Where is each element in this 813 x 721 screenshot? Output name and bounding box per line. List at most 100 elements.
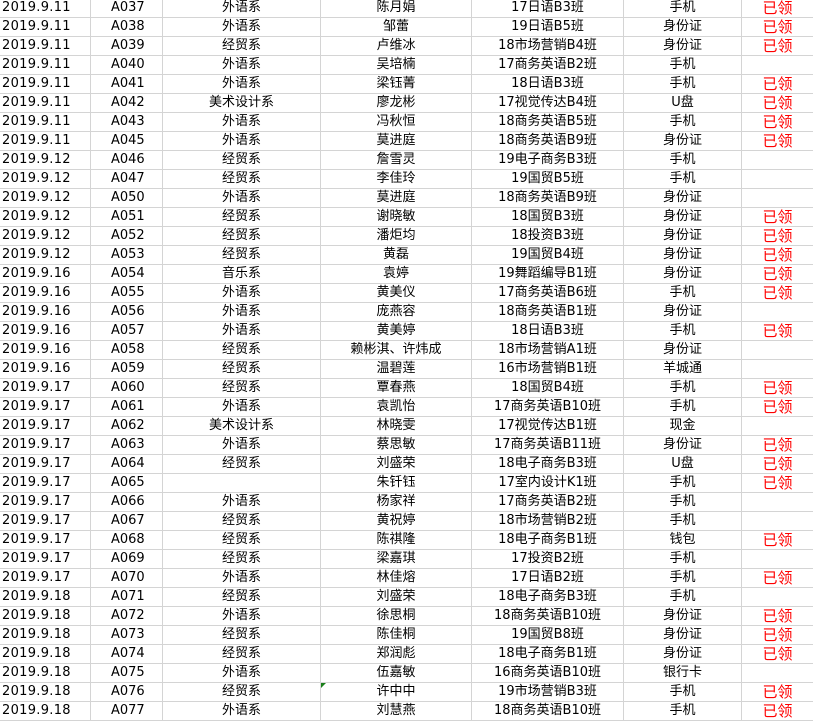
name-cell[interactable]: 黄美婷	[321, 322, 472, 341]
item-cell[interactable]: 手机	[624, 284, 742, 303]
date-cell[interactable]: 2019.9.11	[0, 75, 91, 94]
date-cell[interactable]: 2019.9.12	[0, 151, 91, 170]
status-cell[interactable]: 已领	[762, 645, 793, 663]
item-cell[interactable]: 手机	[624, 379, 742, 398]
date-cell[interactable]: 2019.9.11	[0, 132, 91, 151]
class-cell[interactable]: 17商务英语B2班	[472, 56, 624, 75]
id-cell[interactable]: A077	[91, 702, 163, 721]
class-cell[interactable]: 18市场营销B4班	[472, 37, 624, 56]
status-cell[interactable]	[742, 493, 813, 512]
id-cell[interactable]: A057	[91, 322, 163, 341]
status-cell[interactable]: 已领	[762, 455, 793, 473]
name-cell[interactable]: 覃春燕	[321, 379, 472, 398]
date-cell[interactable]: 2019.9.18	[0, 588, 91, 607]
status-cell[interactable]: 已领	[762, 474, 793, 492]
name-cell[interactable]: 梁嘉琪	[321, 550, 472, 569]
item-cell[interactable]: 手机	[624, 569, 742, 588]
status-cell[interactable]: 已领	[762, 626, 793, 644]
date-cell[interactable]: 2019.9.17	[0, 436, 91, 455]
class-cell[interactable]: 18电子商务B1班	[472, 645, 624, 664]
date-cell[interactable]: 2019.9.17	[0, 474, 91, 493]
department-cell[interactable]: 外语系	[163, 664, 321, 683]
department-cell[interactable]: 外语系	[163, 189, 321, 208]
class-cell[interactable]: 18电子商务B1班	[472, 531, 624, 550]
date-cell[interactable]: 2019.9.18	[0, 702, 91, 721]
class-cell[interactable]: 18商务英语B9班	[472, 189, 624, 208]
item-cell[interactable]: U盘	[624, 94, 742, 113]
id-cell[interactable]: A062	[91, 417, 163, 436]
item-cell[interactable]: 手机	[624, 702, 742, 721]
id-cell[interactable]: A058	[91, 341, 163, 360]
class-cell[interactable]: 17商务英语B10班	[472, 398, 624, 417]
date-cell[interactable]: 2019.9.16	[0, 284, 91, 303]
date-cell[interactable]: 2019.9.16	[0, 360, 91, 379]
item-cell[interactable]: 手机	[624, 588, 742, 607]
date-cell[interactable]: 2019.9.17	[0, 512, 91, 531]
status-cell[interactable]	[742, 664, 813, 683]
status-cell[interactable]: 已领	[762, 531, 793, 549]
date-cell[interactable]: 2019.9.18	[0, 664, 91, 683]
status-cell[interactable]	[742, 303, 813, 322]
status-cell[interactable]: 已领	[762, 208, 793, 226]
id-cell[interactable]: A037	[91, 0, 163, 18]
name-cell[interactable]: 袁凯怡	[321, 398, 472, 417]
name-cell[interactable]: 李佳玲	[321, 170, 472, 189]
status-cell[interactable]: 已领	[762, 75, 793, 93]
item-cell[interactable]: 身份证	[624, 208, 742, 227]
department-cell[interactable]: 经贸系	[163, 531, 321, 550]
date-cell[interactable]: 2019.9.11	[0, 113, 91, 132]
name-cell[interactable]: 温碧莲	[321, 360, 472, 379]
id-cell[interactable]: A068	[91, 531, 163, 550]
item-cell[interactable]: 钱包	[624, 531, 742, 550]
class-cell[interactable]: 16市场营销B1班	[472, 360, 624, 379]
id-cell[interactable]: A040	[91, 56, 163, 75]
date-cell[interactable]: 2019.9.17	[0, 531, 91, 550]
status-cell[interactable]	[742, 360, 813, 379]
class-cell[interactable]: 18商务英语B9班	[472, 132, 624, 151]
status-cell[interactable]: 已领	[762, 113, 793, 131]
department-cell[interactable]: 外语系	[163, 322, 321, 341]
class-cell[interactable]: 19电子商务B3班	[472, 151, 624, 170]
date-cell[interactable]: 2019.9.17	[0, 417, 91, 436]
id-cell[interactable]: A066	[91, 493, 163, 512]
date-cell[interactable]: 2019.9.18	[0, 626, 91, 645]
status-cell[interactable]: 已领	[762, 227, 793, 245]
status-cell[interactable]	[742, 151, 813, 170]
id-cell[interactable]: A053	[91, 246, 163, 265]
id-cell[interactable]: A045	[91, 132, 163, 151]
department-cell[interactable]: 经贸系	[163, 151, 321, 170]
status-cell[interactable]	[742, 588, 813, 607]
class-cell[interactable]: 18市场营销B2班	[472, 512, 624, 531]
name-cell[interactable]: 赖彬淇、许炜成	[321, 341, 472, 360]
name-cell[interactable]: 刘慧燕	[321, 702, 472, 721]
name-cell[interactable]: 卢维冰	[321, 37, 472, 56]
item-cell[interactable]: 手机	[624, 512, 742, 531]
class-cell[interactable]: 17日语B2班	[472, 569, 624, 588]
class-cell[interactable]: 18日语B3班	[472, 322, 624, 341]
department-cell[interactable]: 外语系	[163, 75, 321, 94]
id-cell[interactable]: A056	[91, 303, 163, 322]
item-cell[interactable]: 身份证	[624, 626, 742, 645]
department-cell[interactable]: 外语系	[163, 56, 321, 75]
status-cell[interactable]	[742, 341, 813, 360]
id-cell[interactable]: A052	[91, 227, 163, 246]
department-cell[interactable]: 音乐系	[163, 265, 321, 284]
department-cell[interactable]: 经贸系	[163, 645, 321, 664]
department-cell[interactable]: 经贸系	[163, 227, 321, 246]
department-cell[interactable]: 外语系	[163, 303, 321, 322]
item-cell[interactable]: 身份证	[624, 607, 742, 626]
id-cell[interactable]: A069	[91, 550, 163, 569]
department-cell[interactable]: 美术设计系	[163, 94, 321, 113]
name-cell[interactable]: 陈月娟	[321, 0, 472, 18]
id-cell[interactable]: A070	[91, 569, 163, 588]
department-cell[interactable]: 外语系	[163, 702, 321, 721]
status-cell[interactable]	[742, 550, 813, 569]
date-cell[interactable]: 2019.9.16	[0, 341, 91, 360]
class-cell[interactable]: 18电子商务B3班	[472, 455, 624, 474]
class-cell[interactable]: 18国贸B4班	[472, 379, 624, 398]
item-cell[interactable]: 手机	[624, 493, 742, 512]
date-cell[interactable]: 2019.9.18	[0, 683, 91, 702]
department-cell[interactable]: 经贸系	[163, 246, 321, 265]
status-cell[interactable]: 已领	[762, 436, 793, 454]
name-cell[interactable]: 黄美仪	[321, 284, 472, 303]
